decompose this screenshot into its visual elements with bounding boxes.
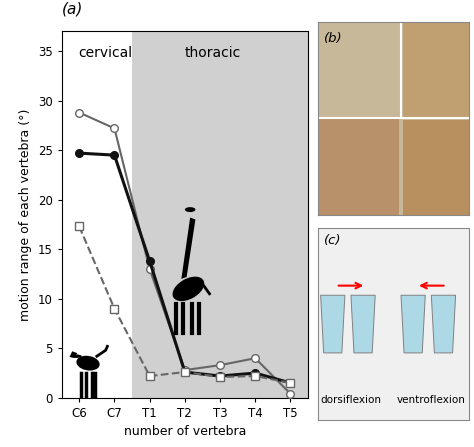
X-axis label: number of vertebra: number of vertebra (124, 426, 246, 439)
Polygon shape (351, 295, 375, 353)
Text: cervical: cervical (79, 46, 133, 60)
Y-axis label: motion range of each vertebra (°): motion range of each vertebra (°) (19, 108, 32, 321)
Ellipse shape (173, 277, 204, 301)
Polygon shape (71, 351, 77, 357)
Text: (a): (a) (62, 1, 84, 17)
Bar (402, 120, 469, 215)
Text: (c): (c) (324, 234, 341, 247)
Bar (132, 31, 308, 398)
Polygon shape (431, 295, 456, 353)
Text: dorsiflexion: dorsiflexion (320, 395, 382, 405)
Ellipse shape (76, 356, 100, 371)
Bar (318, 118, 400, 215)
Ellipse shape (185, 207, 195, 212)
Ellipse shape (70, 354, 82, 358)
Text: thoracic: thoracic (185, 46, 241, 60)
Bar (62, 31, 132, 398)
Polygon shape (320, 295, 345, 353)
Polygon shape (401, 295, 425, 353)
Text: (b): (b) (324, 32, 342, 45)
Bar (402, 22, 469, 117)
Text: ventroflexion: ventroflexion (397, 395, 466, 405)
Polygon shape (182, 218, 195, 279)
